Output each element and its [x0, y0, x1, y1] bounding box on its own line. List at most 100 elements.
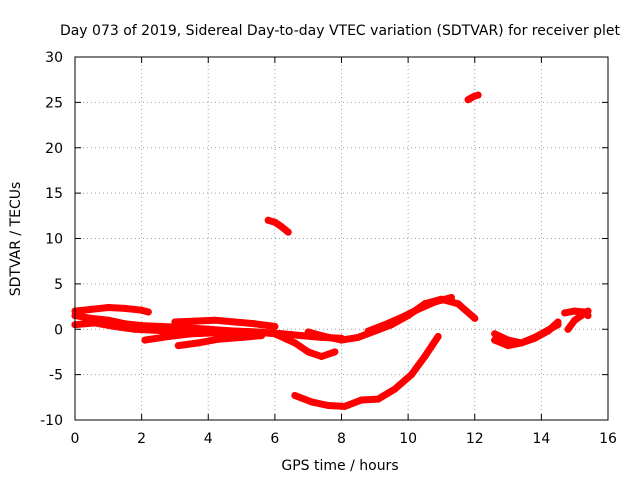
data-point	[374, 395, 382, 403]
x-tick-label: 0	[71, 431, 80, 447]
data-point	[454, 300, 462, 308]
y-tick-label: 20	[45, 141, 63, 157]
data-point	[321, 333, 329, 340]
data-point	[131, 325, 139, 333]
y-tick-label: 10	[45, 232, 63, 248]
data-point	[561, 309, 569, 317]
y-tick-label: 15	[45, 186, 63, 202]
data-point	[111, 323, 119, 330]
data-point	[88, 305, 96, 313]
data-point	[447, 294, 455, 301]
data-point	[291, 339, 299, 347]
y-tick-label: 5	[54, 277, 63, 293]
data-point	[491, 336, 499, 344]
data-point	[554, 321, 562, 329]
data-point	[338, 336, 345, 344]
data-point	[571, 307, 579, 315]
data-point	[188, 330, 196, 338]
chart-title: Day 073 of 2019, Sidereal Day-to-day VTE…	[60, 23, 621, 39]
data-point	[364, 327, 372, 335]
y-tick-label: 0	[54, 322, 63, 338]
data-point	[414, 305, 422, 313]
series-arc13	[491, 321, 562, 350]
data-point	[318, 353, 325, 360]
data-point	[354, 333, 362, 341]
data-point	[341, 402, 349, 410]
data-point	[381, 321, 389, 329]
series-arc4	[141, 328, 295, 344]
data-point	[264, 329, 272, 337]
y-axis-label: SDTVAR / TECUs	[8, 182, 24, 297]
data-point	[584, 312, 592, 320]
data-point	[151, 326, 159, 334]
data-point	[284, 228, 292, 236]
series-arc2	[71, 304, 152, 316]
data-point	[398, 314, 405, 321]
data-point	[194, 339, 202, 347]
data-point	[431, 298, 439, 306]
data-point	[304, 328, 312, 336]
x-tick-label: 2	[137, 431, 146, 447]
data-point	[298, 332, 305, 340]
data-point	[408, 371, 415, 379]
data-point	[238, 333, 246, 341]
x-tick-label: 16	[599, 431, 617, 447]
series-arc8	[364, 294, 455, 335]
data-point	[214, 335, 222, 343]
x-tick-label: 4	[204, 431, 213, 447]
data-point	[258, 332, 265, 340]
data-point	[171, 318, 179, 326]
data-point	[471, 314, 479, 322]
data-point	[278, 223, 285, 231]
data-point	[358, 396, 365, 404]
y-tick-label: 25	[45, 95, 63, 111]
data-point	[144, 308, 152, 316]
data-point	[141, 336, 149, 344]
data-point	[231, 318, 239, 326]
data-point	[174, 342, 182, 350]
x-tick-label: 6	[270, 431, 279, 447]
series-trace	[291, 333, 442, 410]
x-tick-label: 8	[337, 431, 346, 447]
data-point	[531, 333, 539, 341]
data-point	[138, 306, 146, 314]
data-point	[121, 304, 129, 312]
data-point	[104, 304, 112, 311]
series-trace	[364, 294, 455, 335]
data-point	[571, 316, 579, 324]
data-point	[164, 333, 172, 340]
data-point	[491, 330, 499, 338]
data-point	[391, 385, 399, 393]
data-point	[291, 392, 299, 399]
data-point	[211, 316, 219, 324]
data-layer	[71, 91, 592, 410]
data-point	[504, 342, 512, 350]
y-tick-label: -10	[40, 413, 63, 429]
data-point	[421, 353, 429, 360]
data-point	[271, 323, 279, 330]
series-arc5	[171, 316, 279, 330]
data-point	[544, 326, 552, 334]
data-point	[288, 331, 295, 339]
data-point	[474, 91, 482, 99]
data-point	[264, 216, 272, 224]
data-point	[517, 339, 525, 347]
y-tick-label: -5	[49, 368, 63, 384]
x-tick-label: 14	[532, 431, 550, 447]
series-arc6	[174, 332, 265, 350]
series-arc9	[291, 333, 442, 410]
y-tick-label: 30	[45, 50, 63, 66]
data-point	[434, 333, 442, 340]
data-point	[191, 317, 199, 325]
series-arc10	[264, 216, 292, 236]
x-tick-label: 10	[399, 431, 417, 447]
x-axis-label: GPS time / hours	[281, 458, 398, 474]
axis-ticks: 0 2 4 6 8 10 12 14 16 -10 -5 0 5 10 15 20 25 30	[40, 50, 617, 447]
series-arc15	[561, 307, 592, 320]
data-point	[331, 348, 339, 356]
data-point	[564, 325, 572, 333]
grid	[75, 57, 608, 420]
data-point	[308, 398, 315, 406]
x-tick-label: 12	[466, 431, 484, 447]
